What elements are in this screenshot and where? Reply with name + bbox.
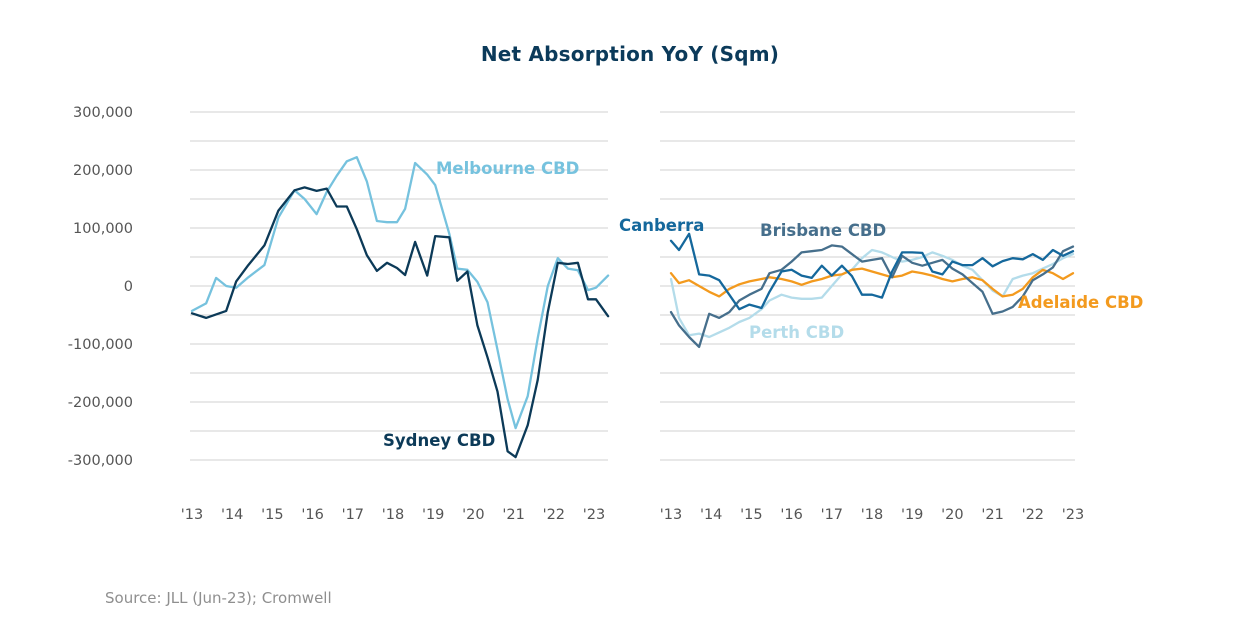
y-tick-label: 0 [124, 279, 133, 295]
label-adelaide-cbd: Adelaide CBD [1018, 293, 1143, 312]
x-tick-label: '21 [981, 507, 1003, 523]
x-tick-label: '17 [342, 507, 364, 523]
series-line-sydney-cbd [190, 186, 610, 459]
y-axis-ticks: 300,000 200,000 100,000 0 -100,000 -200,000 -3… [68, 105, 133, 469]
series-line-melbourne-cbd [190, 156, 610, 430]
x-tick-label: '16 [301, 507, 323, 523]
y-tick-label: -300,000 [68, 453, 133, 469]
x-tick-label: '23 [583, 507, 605, 523]
x-tick-label: '20 [941, 507, 963, 523]
chart-title: Net Absorption YoY (Sqm) [480, 42, 780, 66]
label-brisbane-cbd: Brisbane CBD [760, 221, 886, 240]
x-tick-label: '22 [543, 507, 565, 523]
series-labels: Melbourne CBD Sydney CBD Canberra Brisbane … [383, 159, 1143, 450]
series-line-perth-cbd [669, 248, 1075, 339]
series-line-adelaide-cbd [669, 267, 1075, 298]
x-tick-label: '19 [422, 507, 444, 523]
x-tick-label: '23 [1062, 507, 1084, 523]
y-tick-label: -200,000 [68, 395, 133, 411]
series-line-canberra [669, 232, 1075, 311]
y-tick-label: -100,000 [68, 337, 133, 353]
label-sydney-cbd: Sydney CBD [383, 431, 495, 450]
y-tick-label: 200,000 [73, 163, 133, 179]
source-note: Source: JLL (Jun-23); Cromwell [105, 589, 332, 607]
x-tick-label: '14 [700, 507, 722, 523]
x-tick-label: '14 [221, 507, 243, 523]
y-tick-label: 300,000 [73, 105, 133, 121]
series-lines [190, 156, 1075, 459]
x-tick-label: '17 [821, 507, 843, 523]
gridlines [190, 111, 1075, 461]
label-perth-cbd: Perth CBD [749, 323, 844, 342]
x-axis-ticks: '13 '14 '15 '16 '17 '18 '19 '20 '21 '22 '23 '13 '14 '… [181, 507, 1084, 523]
x-tick-label: '15 [740, 507, 762, 523]
x-tick-label: '15 [261, 507, 283, 523]
x-tick-label: '21 [502, 507, 524, 523]
y-tick-label: 100,000 [73, 221, 133, 237]
label-canberra: Canberra [619, 216, 704, 235]
x-tick-label: '13 [660, 507, 682, 523]
x-tick-label: '18 [861, 507, 883, 523]
label-melbourne-cbd: Melbourne CBD [436, 159, 579, 178]
x-tick-label: '22 [1022, 507, 1044, 523]
x-tick-label: '19 [901, 507, 923, 523]
x-tick-label: '20 [462, 507, 484, 523]
x-tick-label: '18 [382, 507, 404, 523]
x-tick-label: '16 [780, 507, 802, 523]
x-tick-label: '13 [181, 507, 203, 523]
